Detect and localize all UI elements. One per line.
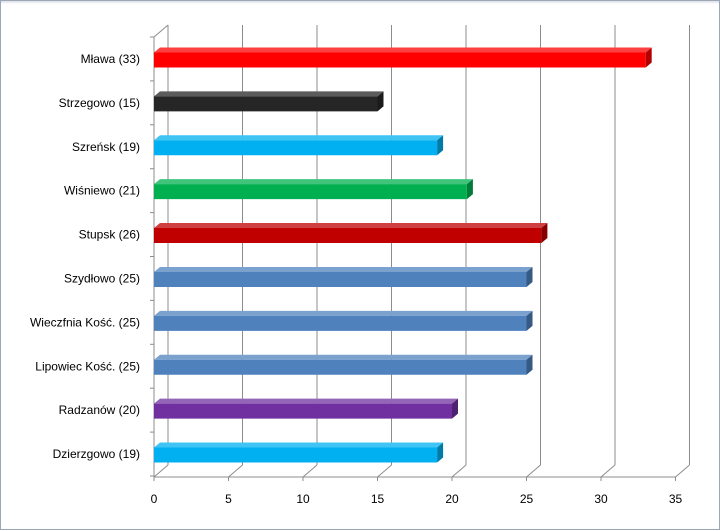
bar-end-face: [526, 310, 533, 331]
category-label: Mława (33): [81, 52, 140, 66]
floor-gridline-20: [451, 464, 467, 478]
category-label: Radzanów (20): [59, 403, 140, 417]
bar: [154, 223, 548, 244]
floor-gridline-15: [377, 464, 392, 478]
category-label: Dzierzgowo (19): [53, 447, 140, 461]
bar-top-face: [154, 47, 652, 53]
y-axis-top-edge: [153, 24, 169, 38]
bar-top-face: [154, 310, 533, 316]
bar-front-face: [154, 184, 467, 200]
bar: [154, 398, 458, 419]
bar-top-face: [154, 91, 384, 97]
bar-front-face: [154, 52, 646, 68]
x-tick-label: 30: [594, 492, 608, 506]
bar-top-face: [154, 398, 458, 404]
category-label: Wiśniewo (21): [64, 184, 140, 198]
x-tick-label: 0: [151, 492, 158, 506]
bar-end-face: [437, 442, 444, 463]
bar-front-face: [154, 140, 438, 156]
bar-end-face: [377, 91, 384, 112]
bar-front-face: [154, 271, 527, 287]
floor-gridline-5: [228, 464, 243, 478]
bar-end-face: [466, 179, 473, 200]
bar-front-face: [154, 403, 452, 419]
bar-end-face: [526, 354, 533, 375]
bar-top-face: [154, 442, 444, 448]
floor-gridline-0: [153, 464, 169, 478]
bar: [154, 354, 533, 375]
floor-gridline-10: [302, 464, 318, 478]
bar-front-face: [154, 359, 527, 375]
category-label: Strzegowo (15): [59, 96, 140, 110]
x-tick-label: 15: [371, 492, 385, 506]
bar-top-face: [154, 266, 533, 272]
bar: [154, 266, 533, 287]
category-label: Wieczfnia Kość. (25): [30, 315, 140, 329]
bar-end-face: [452, 398, 458, 419]
bar: [154, 47, 652, 68]
bar: [154, 179, 473, 200]
bar-end-face: [541, 223, 548, 244]
floor-gridline-35: [675, 464, 690, 478]
x-tick-label: 5: [225, 492, 232, 506]
bar-front-face: [154, 228, 542, 244]
category-label: Lipowiec Kość. (25): [35, 359, 140, 373]
bar-end-face: [526, 266, 533, 287]
bar-top-face: [154, 135, 444, 141]
x-tick-label: 20: [445, 492, 459, 506]
bar-top-face: [154, 223, 548, 229]
floor-gridline-25: [526, 464, 541, 478]
category-label: Stupsk (26): [79, 228, 140, 242]
bar-end-face: [437, 135, 444, 156]
x-tick-label: 25: [520, 492, 534, 506]
x-tick-label: 35: [669, 492, 683, 506]
bar-end-face: [645, 47, 652, 68]
bar: [154, 135, 444, 156]
x-tick-label: 10: [296, 492, 310, 506]
bar-top-face: [154, 179, 473, 185]
floor-gridline-30: [600, 464, 616, 478]
bar: [154, 442, 444, 463]
bar-front-face: [154, 315, 527, 331]
bar-front-face: [154, 447, 438, 463]
category-label: Szydłowo (25): [64, 271, 140, 285]
bar-front-face: [154, 96, 378, 112]
bar-top-face: [154, 354, 533, 360]
category-label: Szreńsk (19): [72, 140, 140, 154]
bar: [154, 310, 533, 331]
bar: [154, 91, 384, 112]
